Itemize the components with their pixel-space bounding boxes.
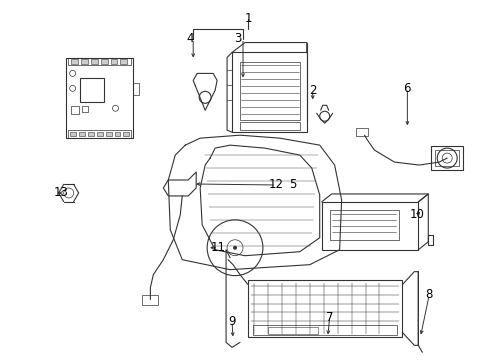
Text: 4: 4 bbox=[186, 32, 194, 45]
Text: 11: 11 bbox=[210, 241, 225, 254]
Text: 10: 10 bbox=[409, 208, 424, 221]
Text: 1: 1 bbox=[244, 12, 251, 25]
Text: 5: 5 bbox=[288, 179, 296, 192]
Bar bbox=[120, 59, 127, 64]
Bar bbox=[110, 59, 117, 64]
Bar bbox=[252, 325, 397, 336]
Bar bbox=[96, 132, 102, 136]
Bar bbox=[90, 59, 98, 64]
Bar bbox=[267, 328, 317, 334]
Bar bbox=[133, 84, 139, 95]
Bar bbox=[142, 294, 158, 305]
Circle shape bbox=[233, 246, 237, 250]
Bar bbox=[67, 58, 131, 66]
Text: 9: 9 bbox=[228, 315, 235, 328]
Bar bbox=[101, 59, 107, 64]
Bar bbox=[247, 280, 402, 337]
Text: 6: 6 bbox=[403, 82, 410, 95]
Bar bbox=[71, 59, 78, 64]
Bar bbox=[87, 132, 93, 136]
Bar bbox=[434, 150, 458, 166]
Bar bbox=[355, 128, 367, 136]
Text: 7: 7 bbox=[325, 311, 333, 324]
Text: 3: 3 bbox=[234, 32, 241, 45]
Bar bbox=[65, 58, 133, 138]
Text: 8: 8 bbox=[425, 288, 432, 301]
Bar bbox=[81, 59, 87, 64]
Bar bbox=[123, 132, 129, 136]
Bar bbox=[71, 106, 79, 114]
Text: 12: 12 bbox=[268, 179, 283, 192]
Bar bbox=[329, 210, 399, 240]
Text: 13: 13 bbox=[53, 186, 68, 199]
Bar bbox=[430, 146, 462, 170]
Bar bbox=[81, 106, 87, 112]
Bar bbox=[67, 130, 131, 138]
Text: 2: 2 bbox=[308, 84, 316, 97]
Bar bbox=[240, 122, 299, 130]
Bar bbox=[105, 132, 111, 136]
Bar bbox=[240, 62, 299, 120]
Bar bbox=[80, 78, 103, 102]
Bar bbox=[69, 132, 76, 136]
Bar bbox=[79, 132, 84, 136]
Bar bbox=[114, 132, 120, 136]
Bar bbox=[232, 53, 306, 132]
Bar bbox=[321, 202, 417, 250]
